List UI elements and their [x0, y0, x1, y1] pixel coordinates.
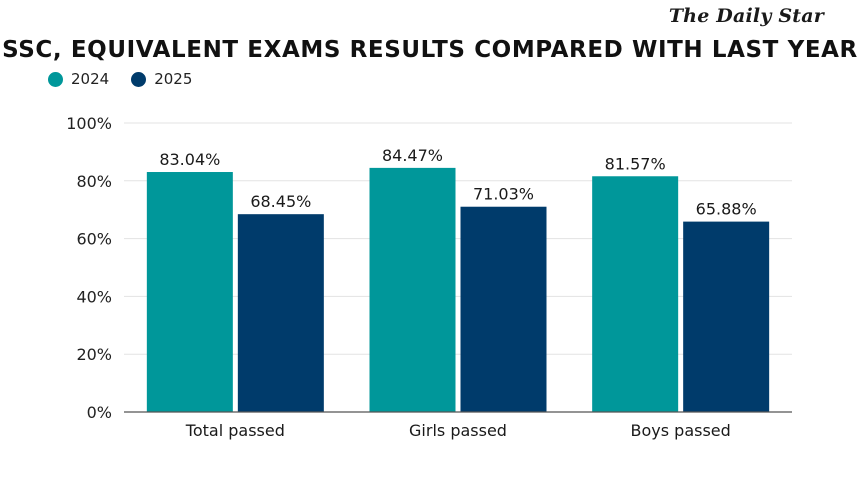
data-label: 84.47% [382, 146, 443, 165]
chart-title: SSC, EQUIVALENT EXAMS RESULTS COMPARED W… [2, 37, 858, 63]
data-label: 83.04% [159, 150, 220, 169]
y-tick-label: 60% [76, 230, 112, 249]
brand-logo: The Daily Star [668, 5, 824, 27]
bar [369, 167, 456, 412]
y-tick-label: 0% [87, 403, 112, 422]
legend-item-2025: 2025 [131, 70, 192, 88]
x-tick-label: Girls passed [409, 421, 507, 440]
y-tick-label: 100% [66, 114, 112, 133]
y-tick-label: 20% [76, 345, 112, 364]
y-tick-label: 80% [76, 172, 112, 191]
legend-label-2024: 2024 [71, 70, 110, 88]
bar [592, 176, 679, 412]
y-tick-label: 40% [76, 287, 112, 306]
data-label: 81.57% [605, 154, 666, 173]
legend-swatch-2024 [48, 71, 63, 87]
bar [683, 221, 770, 412]
legend-item-2024: 2024 [48, 70, 109, 88]
x-tick-label: Boys passed [631, 421, 731, 440]
data-label: 71.03% [473, 185, 534, 204]
x-tick-label: Total passed [185, 421, 285, 440]
bar [146, 172, 233, 412]
bar [460, 206, 547, 412]
data-label: 65.88% [696, 200, 757, 219]
data-label: 68.45% [250, 192, 311, 211]
legend-swatch-2025 [131, 71, 147, 87]
legend-label-2025: 2025 [154, 70, 193, 88]
legend: 2024 2025 [48, 70, 214, 88]
bar [237, 214, 324, 412]
